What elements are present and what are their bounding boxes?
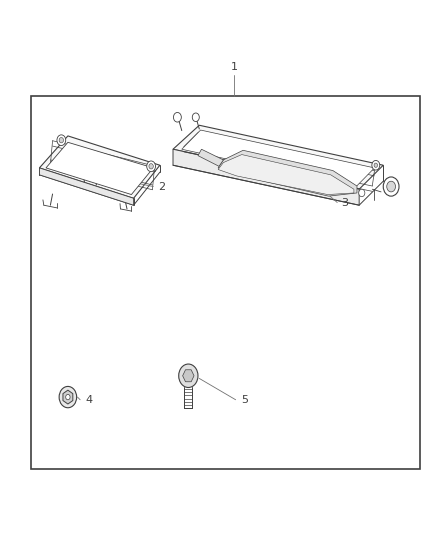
Circle shape — [173, 112, 181, 122]
Text: 5: 5 — [241, 395, 248, 405]
Circle shape — [372, 160, 380, 170]
Circle shape — [147, 161, 155, 172]
Text: 3: 3 — [342, 198, 349, 207]
Circle shape — [149, 164, 153, 169]
Circle shape — [192, 113, 199, 122]
Polygon shape — [63, 390, 73, 404]
Text: 2: 2 — [158, 182, 165, 191]
Polygon shape — [218, 150, 357, 196]
Polygon shape — [46, 142, 153, 195]
Circle shape — [179, 364, 198, 387]
Polygon shape — [39, 136, 160, 198]
Bar — [31, 96, 420, 469]
Polygon shape — [173, 125, 383, 189]
Circle shape — [59, 138, 64, 143]
Polygon shape — [173, 149, 359, 205]
Polygon shape — [182, 130, 374, 187]
Polygon shape — [218, 155, 354, 195]
Circle shape — [66, 394, 70, 400]
Circle shape — [359, 189, 365, 197]
Polygon shape — [198, 149, 223, 166]
Circle shape — [383, 177, 399, 196]
Polygon shape — [39, 168, 134, 205]
Circle shape — [387, 181, 396, 192]
Text: 1: 1 — [231, 62, 238, 71]
Text: 4: 4 — [85, 395, 92, 405]
Circle shape — [57, 135, 66, 146]
Circle shape — [59, 386, 77, 408]
Polygon shape — [183, 370, 194, 382]
Circle shape — [374, 163, 378, 167]
